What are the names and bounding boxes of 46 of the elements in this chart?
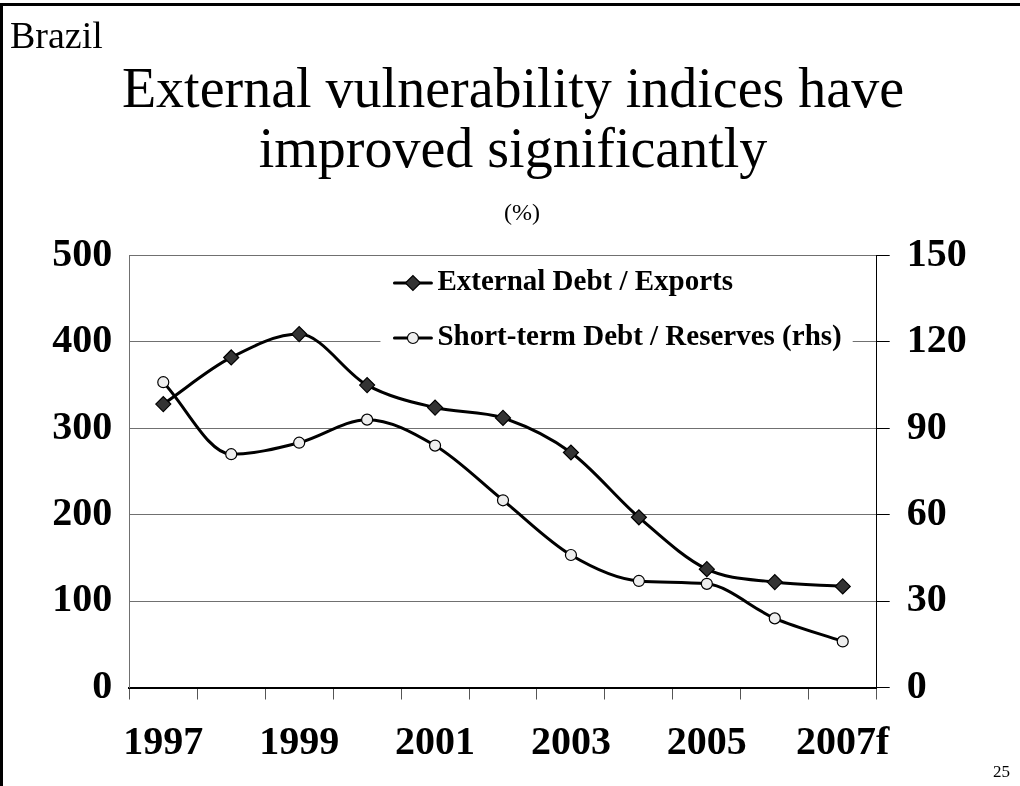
point xyxy=(834,578,851,595)
chart-subtitle: (%) xyxy=(503,199,541,225)
y-tick-label: 400 xyxy=(52,316,113,362)
point xyxy=(768,612,781,625)
point xyxy=(225,448,238,461)
text: 25 xyxy=(993,762,1010,781)
y-tick-label: 0 xyxy=(92,661,113,707)
point xyxy=(223,349,240,366)
point xyxy=(291,326,308,343)
point xyxy=(632,574,645,588)
x-tick-label: 1999 xyxy=(259,717,340,763)
y-tick-label: 300 xyxy=(52,402,113,448)
y2-tick-label: 150 xyxy=(906,229,967,275)
y2-tick-label: 0 xyxy=(906,661,927,707)
point xyxy=(494,409,512,427)
y-tick-label: 500 xyxy=(52,229,113,275)
y2-tick-label: 120 xyxy=(906,316,967,362)
point xyxy=(562,444,580,461)
point xyxy=(564,548,578,562)
point xyxy=(428,439,442,452)
point xyxy=(157,376,170,389)
y-tick-label: 100 xyxy=(52,575,113,621)
legend-label: External Debt / Exports xyxy=(437,264,734,297)
y2-tick-label: 30 xyxy=(906,575,947,621)
point xyxy=(836,635,849,648)
x-tick-label: 2003 xyxy=(530,717,611,763)
legend-label: Short-term Debt / Reserves (rhs) xyxy=(437,319,842,353)
x-tick-label: 2007f xyxy=(796,717,891,763)
point xyxy=(426,399,444,416)
point xyxy=(496,494,510,507)
y2-tick-label: 60 xyxy=(906,489,947,535)
point xyxy=(766,573,783,591)
x-tick-label: 2001 xyxy=(395,717,476,763)
text: Brazil xyxy=(10,14,103,56)
point xyxy=(293,436,306,449)
point xyxy=(698,561,715,578)
y2-tick-label: 90 xyxy=(906,402,947,448)
point xyxy=(630,509,647,526)
x-tick-label: 1997 xyxy=(123,717,204,763)
chart-title: External vulnerability indices have improved significantly xyxy=(120,57,906,179)
x-tick-label: 2005 xyxy=(666,717,747,763)
point xyxy=(700,577,713,590)
point xyxy=(155,396,172,413)
y-tick-label: 200 xyxy=(52,489,113,535)
point xyxy=(359,377,376,394)
point xyxy=(361,413,374,426)
